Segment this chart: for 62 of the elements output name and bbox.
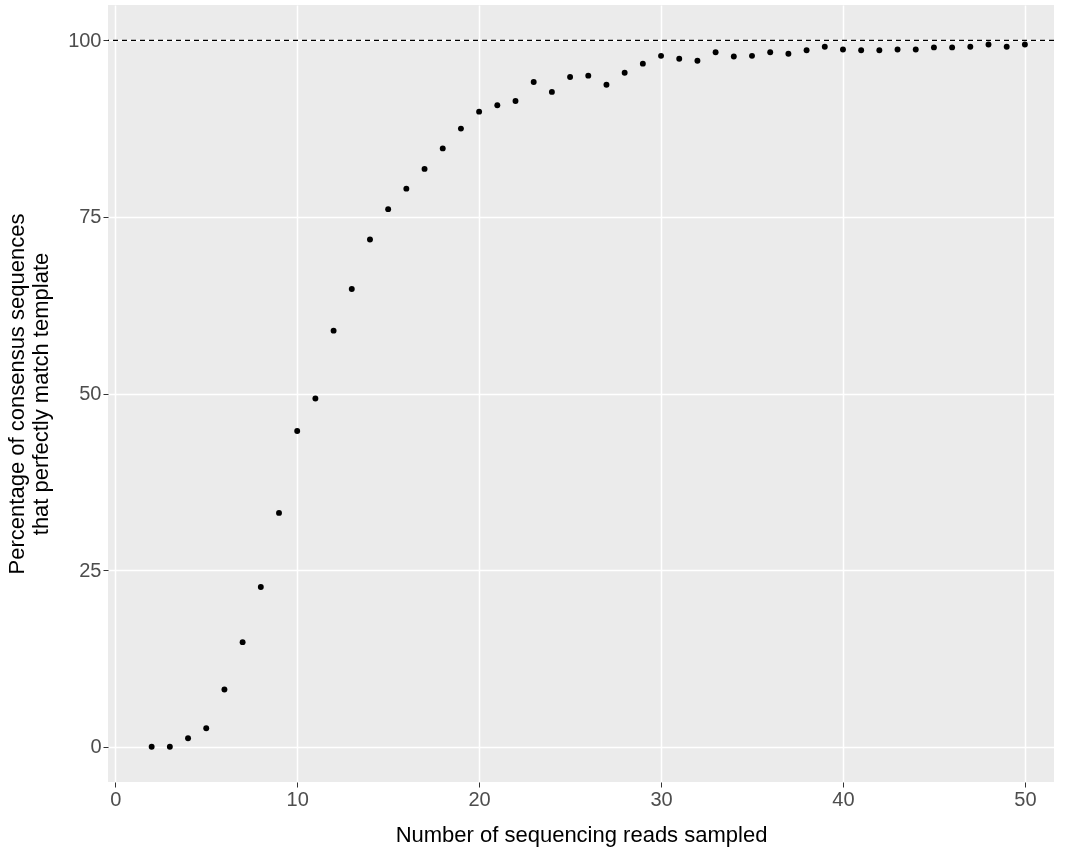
point: [494, 102, 501, 109]
point: [949, 44, 956, 51]
point: [676, 55, 683, 62]
point: [930, 44, 937, 51]
point: [239, 639, 246, 646]
y-tick-label: 75: [79, 205, 102, 228]
x-tick-label: 30: [650, 787, 673, 810]
x-tick-label: 50: [1014, 787, 1037, 810]
point: [767, 49, 774, 56]
y-tick-label: 0: [90, 735, 102, 758]
point: [912, 46, 919, 53]
point: [621, 69, 628, 76]
point: [221, 686, 228, 693]
point: [585, 72, 592, 79]
point: [876, 47, 883, 54]
point: [166, 743, 173, 750]
point: [294, 427, 301, 434]
point: [730, 53, 737, 60]
point: [257, 584, 264, 590]
y-tick-label: 50: [79, 382, 102, 404]
y-tick-label: 100: [68, 28, 102, 51]
point: [1021, 41, 1028, 48]
point: [203, 725, 210, 732]
point: [639, 60, 646, 67]
x-tick-label: 0: [110, 787, 122, 810]
point: [348, 286, 355, 292]
point: [367, 236, 373, 243]
point: [530, 79, 537, 85]
point: [548, 88, 555, 95]
point: [712, 49, 719, 56]
point: [385, 206, 392, 213]
point: [803, 47, 810, 54]
y-axis-title: Percentage of consensus sequences that perfectly match template: [4, 213, 54, 575]
point: [1003, 43, 1010, 50]
point: [185, 735, 191, 742]
point: [403, 185, 410, 192]
point: [512, 98, 519, 105]
point: [967, 43, 974, 50]
point: [567, 74, 574, 80]
point: [476, 108, 483, 115]
point: [894, 46, 901, 53]
point: [785, 50, 792, 57]
point: [658, 52, 664, 59]
point: [148, 743, 155, 750]
point: [276, 509, 282, 516]
y-tick-label: 25: [79, 558, 102, 581]
x-axis-title: Number of sequencing reads sampled: [395, 821, 768, 847]
point: [439, 145, 446, 152]
point: [858, 47, 865, 54]
point: [312, 395, 319, 402]
x-tick-label: 40: [832, 787, 855, 810]
point: [457, 125, 464, 132]
point: [985, 41, 992, 48]
point: [330, 327, 337, 334]
point: [421, 165, 428, 172]
point: [603, 81, 610, 88]
x-tick-label: 20: [468, 787, 491, 810]
point: [694, 57, 701, 64]
point: [840, 46, 846, 53]
point: [749, 52, 755, 59]
x-tick-label: 10: [286, 787, 309, 810]
point: [821, 43, 828, 50]
